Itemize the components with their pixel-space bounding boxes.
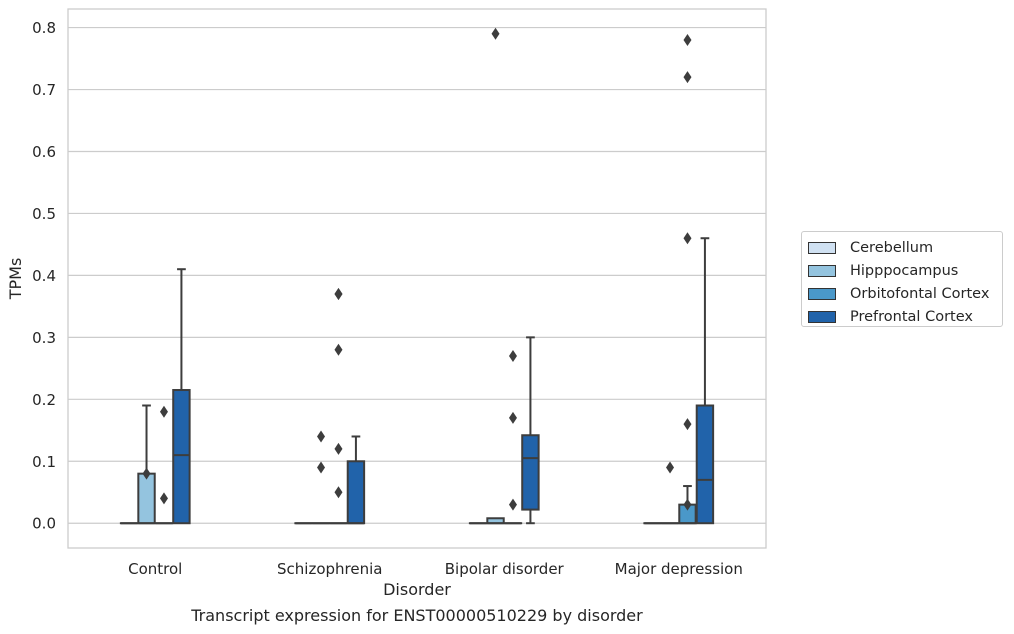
outlier-point xyxy=(334,287,343,300)
y-tick-label: 0.4 xyxy=(32,267,56,285)
box-1-1 xyxy=(311,430,331,525)
y-tick-label: 0.8 xyxy=(32,19,56,37)
legend-label: Orbitofontal Cortex xyxy=(850,285,990,302)
outlier-point xyxy=(334,343,343,356)
box-body xyxy=(172,389,191,525)
y-tick-label: 0.2 xyxy=(32,391,56,409)
box-1-3 xyxy=(346,435,366,525)
box-body xyxy=(695,404,715,525)
box-layer xyxy=(119,27,715,525)
y-tick-label: 0.6 xyxy=(32,143,56,161)
legend-label: Prefrontal Cortex xyxy=(850,308,973,325)
legend-item: Prefrontal Cortex xyxy=(808,305,1002,328)
outlier-point xyxy=(683,71,692,84)
x-tick-label: Schizophrenia xyxy=(277,560,382,578)
outlier-point xyxy=(334,486,343,499)
x-tick-label: Major depression xyxy=(615,560,743,578)
outlier-point xyxy=(334,442,343,455)
outlier-point xyxy=(159,492,168,505)
x-tick-label: Bipolar disorder xyxy=(445,560,565,578)
outlier-point xyxy=(508,411,517,424)
legend-swatch xyxy=(808,310,836,323)
box-body xyxy=(521,434,540,511)
y-axis-label: TPMs xyxy=(6,258,25,301)
outlier-point xyxy=(683,33,692,46)
x-tick-label: Control xyxy=(128,560,182,578)
legend-swatch xyxy=(808,264,836,277)
outlier-point xyxy=(508,498,517,511)
outlier-point xyxy=(683,232,692,245)
legend-label: Cerebellum xyxy=(850,239,934,256)
y-tick-label: 0.5 xyxy=(32,205,56,223)
outlier-point xyxy=(159,405,168,418)
y-tick-label: 0.7 xyxy=(32,81,56,99)
chart-caption: Transcript expression for ENST0000051022… xyxy=(191,606,643,625)
y-tick-label: 0.1 xyxy=(32,453,56,471)
x-axis-label: Disorder xyxy=(383,580,451,599)
y-tick-label: 0.3 xyxy=(32,329,56,347)
legend: Cerebellum Hipppocampus Orbitofontal Corte… xyxy=(801,231,1003,327)
box-2-1 xyxy=(486,27,505,525)
box-0-3 xyxy=(172,268,191,525)
plot-area-frame xyxy=(67,8,767,549)
outlier-point xyxy=(491,27,500,40)
box-3-1 xyxy=(660,461,680,525)
box-2-2 xyxy=(503,349,523,525)
box-0-1 xyxy=(137,404,156,525)
legend-swatch xyxy=(808,287,836,300)
outlier-point xyxy=(317,430,326,443)
box-2-3 xyxy=(521,336,540,525)
legend-item: Hipppocampus xyxy=(808,259,1002,282)
outlier-point xyxy=(142,467,151,480)
box-body xyxy=(137,472,156,525)
box-3-3 xyxy=(695,237,715,525)
box-body xyxy=(346,460,366,525)
y-tick-label: 0.0 xyxy=(32,515,56,533)
outlier-point xyxy=(666,461,675,474)
box-0-2 xyxy=(154,405,174,525)
outlier-point xyxy=(683,418,692,431)
legend-label: Hipppocampus xyxy=(850,262,959,279)
outlier-point xyxy=(683,498,692,511)
legend-item: Cerebellum xyxy=(808,236,1002,259)
y-axis-ticks: 0.0 0.1 0.2 0.3 0.4 0.5 0.6 0.7 0.8 xyxy=(32,19,56,533)
x-axis-ticks: Control Schizophrenia Bipolar disorder Majo… xyxy=(128,560,743,578)
legend-item: Orbitofontal Cortex xyxy=(808,282,1002,305)
box-1-2 xyxy=(329,287,348,525)
box-3-2 xyxy=(678,33,697,525)
outlier-point xyxy=(508,349,517,362)
legend-swatch xyxy=(808,241,836,254)
outlier-point xyxy=(317,461,326,474)
